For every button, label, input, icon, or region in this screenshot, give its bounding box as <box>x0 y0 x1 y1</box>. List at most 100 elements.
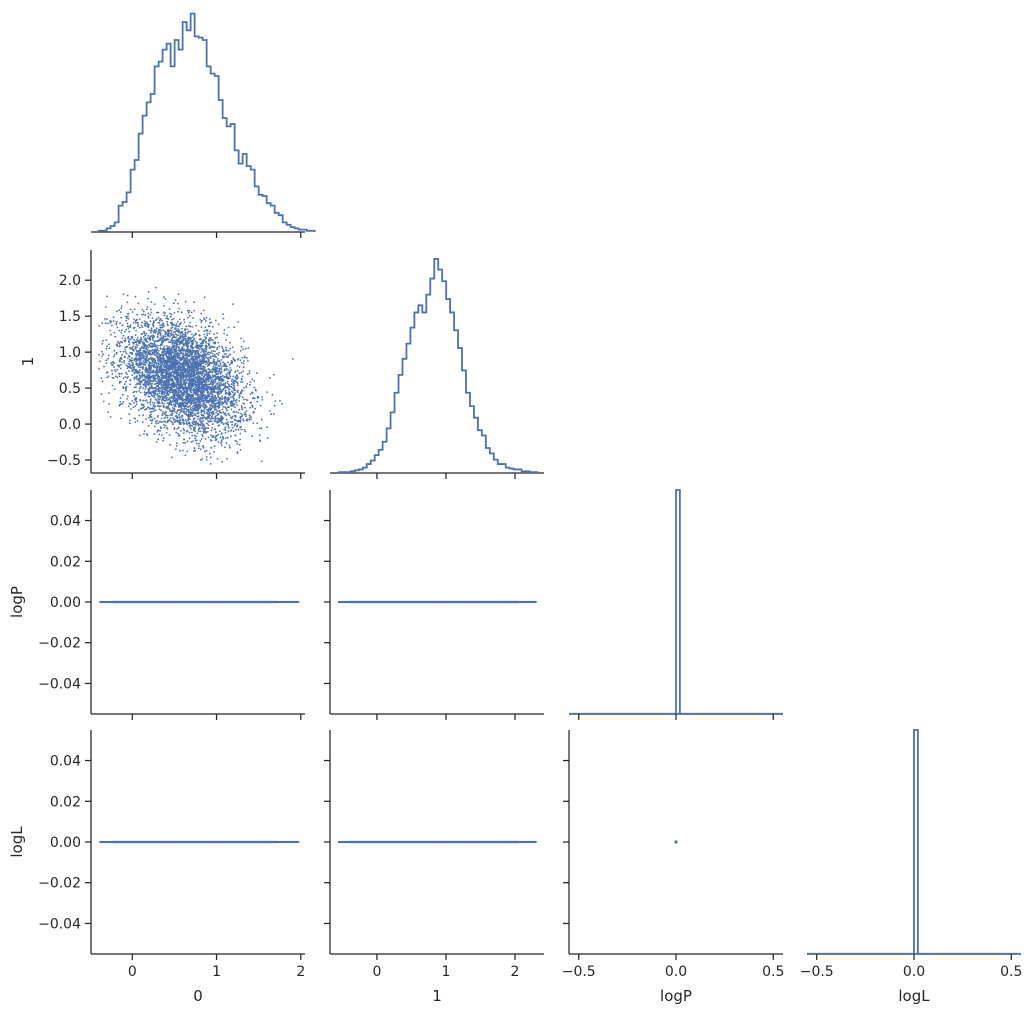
scatter-point <box>135 355 138 358</box>
scatter-point <box>103 318 106 320</box>
scatter-point <box>161 370 164 373</box>
scatter-point <box>205 456 208 458</box>
scatter-point <box>176 353 179 356</box>
scatter-point <box>152 339 155 342</box>
scatter-point <box>145 332 148 335</box>
scatter-point <box>123 359 125 362</box>
scatter-point <box>169 372 172 375</box>
scatter-point <box>164 348 166 351</box>
scatter-point <box>195 391 198 394</box>
scatter-point <box>163 345 166 348</box>
scatter-point <box>140 340 143 343</box>
scatter-point <box>158 398 161 401</box>
scatter-point <box>201 344 204 347</box>
scatter-point <box>155 390 158 392</box>
scatter-point <box>228 391 231 393</box>
scatter-point <box>137 325 139 328</box>
scatter-point <box>151 410 153 413</box>
scatter-point <box>182 427 185 430</box>
scatter-point <box>147 384 150 386</box>
scatter-point <box>155 327 158 330</box>
scatter-point <box>179 335 182 338</box>
scatter-point <box>248 419 251 421</box>
scatter-point <box>167 363 169 366</box>
scatter-point <box>223 368 226 370</box>
scatter-point <box>101 342 104 345</box>
scatter-point <box>189 423 192 425</box>
scatter-point <box>158 360 161 362</box>
scatter-point <box>219 411 221 414</box>
scatter-point <box>232 303 234 305</box>
scatter-point <box>123 362 126 364</box>
scatter-point <box>228 427 230 429</box>
scatter-point <box>144 324 147 326</box>
scatter-point <box>157 395 160 398</box>
scatter-point <box>224 446 226 449</box>
scatter-point <box>155 330 157 333</box>
scatter-point <box>124 350 127 353</box>
scatter-point <box>246 399 249 402</box>
scatter-point <box>196 400 198 403</box>
scatter-point <box>185 405 188 408</box>
scatter-point <box>131 359 134 362</box>
scatter-point <box>191 431 193 434</box>
scatter-point <box>247 347 250 349</box>
scatter-point <box>209 408 212 411</box>
scatter-point <box>234 379 237 382</box>
scatter-point <box>189 325 192 328</box>
scatter-point <box>175 394 178 397</box>
scatter-point <box>174 385 177 388</box>
y-tick-label: −0.5 <box>47 453 81 469</box>
scatter-point <box>176 329 178 332</box>
scatter-point <box>139 371 141 374</box>
scatter-point <box>192 389 195 391</box>
scatter-point <box>204 450 206 453</box>
scatter-point <box>169 360 171 362</box>
scatter-point <box>281 402 283 405</box>
scatter-point <box>163 305 166 307</box>
scatter-point <box>211 427 214 429</box>
scatter-point <box>236 378 238 380</box>
scatter-point <box>118 329 121 332</box>
scatter-point <box>209 371 212 374</box>
scatter-point <box>141 321 143 324</box>
scatter-point <box>205 344 207 347</box>
scatter-point <box>225 365 228 368</box>
scatter-point <box>140 380 142 383</box>
scatter-point <box>167 361 170 364</box>
scatter-point <box>248 370 251 372</box>
scatter-point <box>151 387 154 389</box>
scatter-point <box>167 373 170 376</box>
scatter-point <box>166 402 169 404</box>
scatter-point <box>214 381 216 384</box>
scatter-point <box>238 396 241 399</box>
scatter-point <box>209 398 211 401</box>
scatter-point <box>182 422 185 425</box>
scatter-point <box>143 364 145 366</box>
scatter-point <box>181 362 184 365</box>
scatter-point <box>183 398 186 401</box>
scatter-point <box>239 432 242 435</box>
scatter-point <box>159 319 161 322</box>
scatter-point <box>126 322 129 325</box>
scatter-point <box>172 339 174 342</box>
scatter-point <box>170 396 173 398</box>
scatter-point <box>120 305 123 307</box>
scatter-point <box>122 334 125 337</box>
scatter-point <box>249 416 252 418</box>
scatter-point <box>162 355 165 358</box>
scatter-point <box>215 377 217 380</box>
scatter-point <box>225 409 228 412</box>
scatter-point <box>175 379 178 382</box>
scatter-point <box>245 410 248 412</box>
scatter-point <box>189 340 192 343</box>
scatter-point <box>139 351 141 354</box>
scatter-point <box>143 381 146 384</box>
scatter-point <box>191 326 194 328</box>
scatter-point <box>176 370 179 373</box>
scatter-point <box>193 421 196 423</box>
scatter-point <box>114 375 117 378</box>
scatter-point <box>162 386 165 389</box>
scatter-point <box>176 402 179 404</box>
scatter-point <box>232 399 235 402</box>
